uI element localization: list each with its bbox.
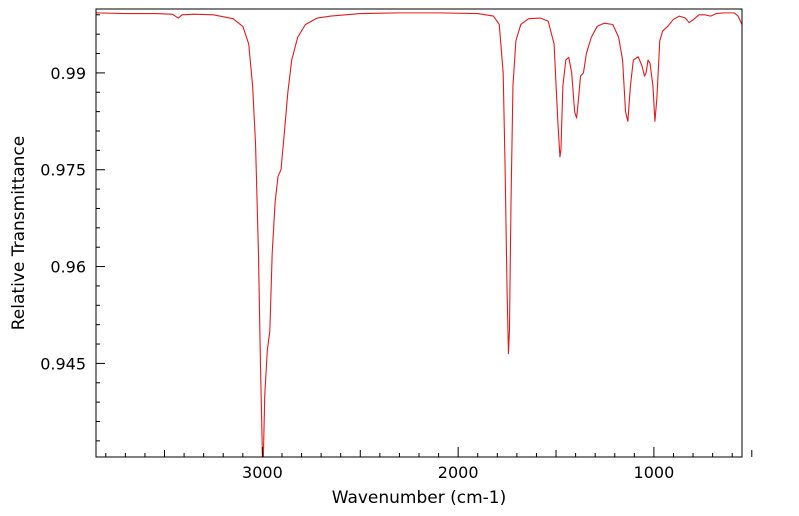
y-tick-label: 0.975 bbox=[40, 161, 86, 180]
x-axis-label: Wavenumber (cm-1) bbox=[332, 488, 507, 508]
y-tick-label: 0.99 bbox=[50, 64, 86, 83]
y-axis-label: Relative Transmittance bbox=[9, 136, 29, 331]
x-tick-label: 2000 bbox=[438, 463, 479, 482]
spectrum-line-0 bbox=[95, 12, 743, 458]
y-tick-label: 0.945 bbox=[40, 354, 86, 373]
x-tick-label: 1000 bbox=[634, 463, 675, 482]
plot-frame bbox=[95, 8, 743, 458]
plot-area bbox=[95, 12, 743, 458]
axes: 3000 2000 1000 0.99 0.975 0.96 0.945 bbox=[40, 8, 753, 482]
x-tick-label: 3000 bbox=[242, 463, 283, 482]
y-tick-label: 0.96 bbox=[50, 258, 86, 277]
